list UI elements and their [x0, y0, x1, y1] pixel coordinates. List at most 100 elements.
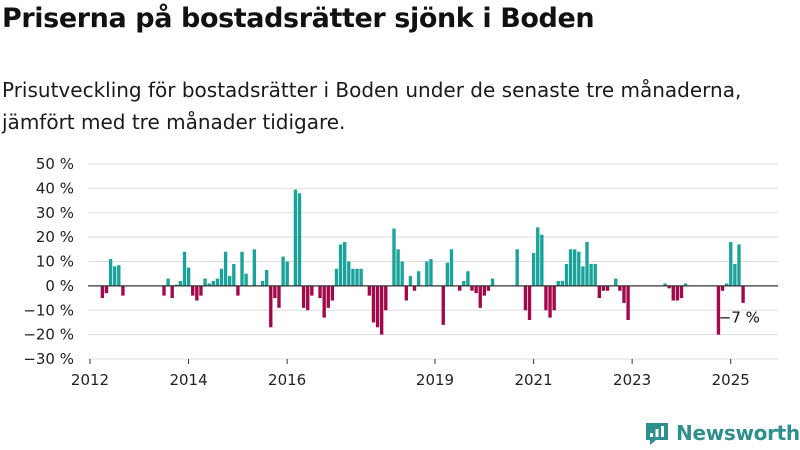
bar	[601, 285, 606, 291]
bar	[716, 285, 721, 335]
bar	[166, 278, 170, 286]
bar	[741, 285, 745, 303]
bar	[523, 285, 528, 311]
y-tick-label: −30 %	[23, 350, 74, 368]
bar	[548, 285, 552, 318]
bar	[203, 278, 207, 286]
bar	[219, 268, 224, 286]
y-tick-label: 20 %	[36, 228, 74, 246]
bar	[100, 285, 105, 299]
bar	[338, 244, 343, 286]
bar	[273, 285, 277, 299]
bar	[260, 281, 265, 286]
bar	[527, 285, 532, 321]
bar	[199, 285, 203, 296]
bar	[622, 285, 626, 303]
bar	[301, 285, 306, 308]
bar	[478, 285, 482, 308]
bar	[281, 256, 285, 286]
bar	[441, 285, 445, 325]
chart-subtitle: Prisutveckling för bostadsrätter i Boden…	[2, 78, 742, 134]
newsworthy-logo-icon	[646, 423, 668, 445]
bar	[355, 268, 359, 286]
bar	[490, 278, 495, 286]
bar	[573, 249, 577, 286]
bar	[458, 285, 462, 291]
bar	[178, 281, 183, 286]
bar	[318, 285, 322, 299]
bar	[207, 283, 211, 286]
bar	[614, 278, 618, 286]
bar	[113, 266, 117, 286]
bar	[425, 261, 429, 286]
bar	[589, 263, 593, 286]
bar	[544, 285, 548, 311]
x-tick-label: 2025	[712, 371, 750, 389]
bar	[195, 285, 199, 301]
bar	[540, 234, 544, 286]
x-tick-label: 2019	[416, 371, 454, 389]
bar	[244, 273, 248, 286]
brand-name: Newsworthy	[676, 421, 800, 445]
bar	[531, 252, 536, 286]
bar	[536, 227, 540, 286]
bar	[679, 285, 684, 299]
bar	[215, 278, 220, 286]
y-tick-label: 10 %	[36, 253, 74, 271]
bar	[729, 242, 733, 286]
bar	[486, 285, 491, 291]
bar	[577, 251, 581, 286]
bar	[429, 259, 433, 286]
bar	[269, 285, 273, 328]
bar	[396, 249, 400, 286]
bar	[384, 285, 388, 311]
bar	[568, 249, 573, 286]
bar	[182, 251, 187, 286]
bar	[232, 263, 236, 286]
bar	[667, 285, 671, 289]
bar	[556, 281, 560, 286]
bar	[326, 285, 330, 308]
bar	[264, 270, 269, 286]
bar	[593, 263, 597, 286]
bar	[618, 285, 622, 291]
bar	[733, 263, 737, 286]
bar	[663, 283, 667, 286]
x-tick-label: 2012	[71, 371, 109, 389]
y-tick-label: −20 %	[23, 326, 74, 344]
bar	[174, 284, 178, 286]
bar	[626, 285, 630, 321]
bar	[400, 261, 404, 286]
bar	[191, 285, 195, 296]
bar	[445, 262, 450, 286]
bar	[310, 285, 314, 296]
bar	[379, 285, 384, 335]
bar	[359, 268, 363, 286]
bar	[724, 283, 729, 286]
y-tick-label: −10 %	[23, 301, 74, 319]
bar	[552, 285, 556, 311]
bar	[597, 285, 602, 299]
bar	[683, 283, 688, 286]
x-tick-label: 2023	[613, 371, 651, 389]
bar	[228, 276, 232, 286]
bar	[162, 285, 166, 296]
bar	[351, 268, 355, 286]
bar	[449, 249, 454, 286]
bar	[240, 251, 244, 286]
y-tick-label: 40 %	[36, 179, 74, 197]
bar	[564, 263, 569, 286]
bar	[675, 285, 680, 301]
newsworthy-brand: Newsworthy	[644, 420, 800, 446]
bar	[585, 242, 589, 286]
bar	[375, 285, 380, 328]
y-tick-label: 50 %	[36, 155, 74, 173]
bar	[285, 261, 289, 286]
bar	[297, 193, 302, 286]
bar	[515, 249, 519, 286]
bar	[408, 276, 413, 286]
bar	[671, 285, 675, 301]
x-tick-label: 2016	[268, 371, 306, 389]
bar	[211, 281, 215, 286]
